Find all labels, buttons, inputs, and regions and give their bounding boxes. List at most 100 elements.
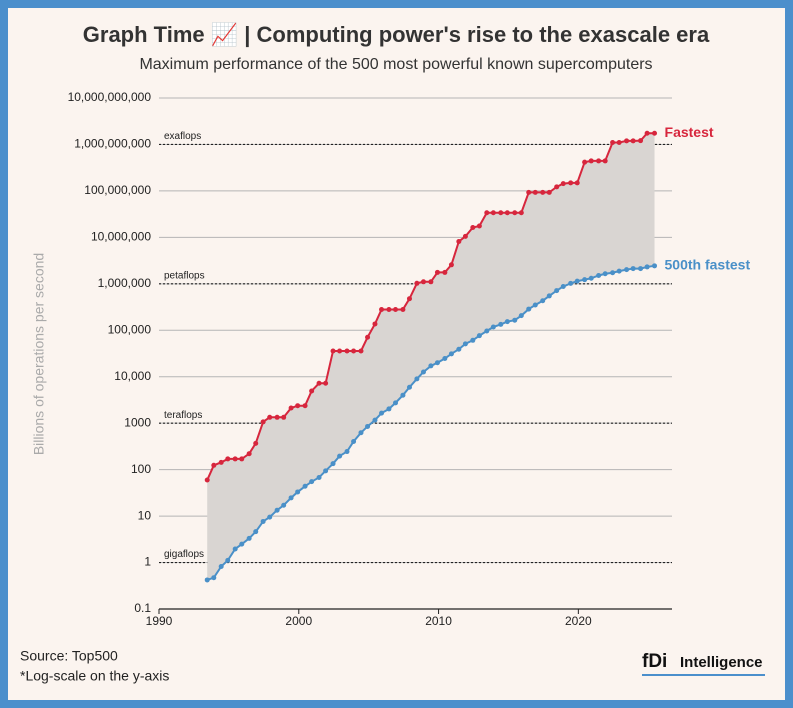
data-point	[546, 189, 552, 195]
x-tick-label: 1990	[146, 614, 173, 628]
y-axis-label: Billions of operations per second	[31, 253, 47, 455]
data-point	[400, 306, 406, 312]
y-tick-label: 100	[131, 462, 151, 476]
data-point	[462, 233, 468, 239]
x-tick-label: 2000	[285, 614, 312, 628]
data-point	[484, 210, 490, 216]
data-point	[428, 279, 434, 285]
data-point	[470, 224, 476, 230]
data-point	[246, 535, 252, 541]
data-point	[442, 356, 448, 362]
data-point	[274, 414, 280, 420]
data-point	[624, 138, 630, 144]
data-point	[560, 181, 566, 187]
data-point	[484, 328, 490, 334]
data-point	[532, 189, 538, 195]
data-point	[428, 363, 434, 369]
data-point	[323, 468, 329, 474]
data-point	[246, 451, 252, 457]
data-point	[610, 139, 616, 145]
data-point	[638, 138, 644, 144]
data-point	[554, 288, 560, 294]
data-point	[574, 180, 580, 186]
data-point	[652, 263, 658, 269]
data-point	[386, 406, 392, 412]
chart-subtitle: Maximum performance of the 500 most powe…	[139, 56, 652, 73]
data-point	[554, 184, 560, 190]
data-point	[281, 502, 287, 508]
reference-label: exaflops	[164, 131, 201, 142]
data-point	[288, 495, 294, 501]
data-point	[344, 449, 350, 455]
data-point	[379, 410, 385, 416]
data-point	[351, 438, 357, 444]
data-point	[288, 405, 294, 411]
data-point	[504, 319, 510, 325]
data-point	[540, 298, 546, 304]
data-point	[526, 306, 532, 312]
data-point	[602, 271, 608, 277]
data-point	[442, 269, 448, 275]
data-point	[365, 334, 371, 340]
y-tick-label: 100,000	[108, 322, 152, 336]
data-point	[372, 321, 378, 327]
data-point	[624, 267, 630, 273]
data-point	[253, 529, 259, 535]
data-point	[337, 348, 343, 354]
data-point	[434, 269, 440, 275]
data-point	[386, 306, 392, 312]
y-tick-label: 10	[138, 508, 152, 522]
data-point	[490, 210, 496, 216]
reference-label: petaflops	[164, 270, 205, 281]
data-point	[596, 158, 602, 164]
data-point	[448, 351, 454, 357]
chart-title: Graph Time 📈 | Computing power's rise to…	[83, 22, 710, 47]
y-tick-label: 100,000,000	[84, 183, 151, 197]
data-point	[476, 333, 482, 339]
data-point	[309, 479, 315, 485]
data-point	[211, 575, 217, 581]
data-point	[344, 348, 350, 354]
data-point	[337, 453, 343, 459]
data-point	[434, 360, 440, 366]
y-tick-label: 1,000,000	[98, 276, 152, 290]
data-point	[588, 275, 594, 281]
data-point	[406, 296, 412, 302]
data-point	[302, 403, 308, 409]
reference-label: teraflops	[164, 410, 202, 421]
data-point	[610, 270, 616, 276]
reference-label: gigaflops	[164, 549, 204, 560]
data-point	[540, 189, 546, 195]
data-point	[498, 321, 504, 327]
data-point	[568, 280, 574, 286]
data-point	[490, 324, 496, 330]
data-point	[239, 456, 245, 462]
data-point	[330, 461, 336, 467]
data-point	[420, 279, 426, 285]
data-point	[225, 456, 231, 462]
data-point	[568, 180, 574, 186]
data-point	[582, 277, 588, 283]
range-area	[207, 133, 655, 580]
series-label: Fastest	[665, 124, 714, 140]
source: Source: Top500	[20, 648, 118, 664]
data-point	[365, 423, 371, 429]
data-point	[358, 348, 364, 354]
data-point	[644, 130, 650, 136]
data-point	[372, 417, 378, 423]
data-point	[218, 564, 224, 570]
data-point	[211, 462, 217, 468]
data-point	[630, 138, 636, 144]
data-point	[560, 284, 566, 290]
data-point	[281, 414, 287, 420]
data-point	[309, 388, 315, 394]
data-point	[532, 302, 538, 308]
data-point	[414, 280, 420, 286]
logo-mark: fDi	[642, 651, 667, 672]
data-point	[253, 440, 259, 446]
data-point	[267, 414, 273, 420]
data-point	[316, 474, 322, 480]
data-point	[393, 400, 399, 406]
y-tick-label: 1,000,000,000	[74, 137, 151, 151]
